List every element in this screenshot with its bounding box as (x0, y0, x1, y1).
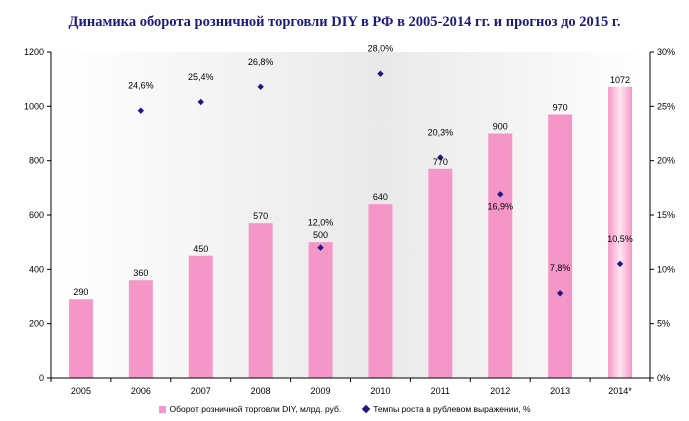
point-label-2013: 7,8% (550, 263, 571, 273)
bar-2010 (368, 204, 393, 378)
x-tick-label-2014*: 2014* (608, 386, 632, 396)
legend-label-growth: Темпы роста в рублевом выражении, % (373, 404, 531, 414)
point-label-2012: 16,9% (487, 201, 513, 211)
y-left-tick-label: 400 (29, 264, 44, 274)
bar-label-2010: 640 (373, 192, 388, 202)
y-left-tick-label: 800 (29, 156, 44, 166)
point-2010 (377, 70, 384, 77)
legend-item-turnover: Оборот розничной торговли DIY, млрд. руб… (158, 404, 342, 414)
point-label-2007: 25,4% (188, 72, 214, 82)
point-label-2008: 26,8% (248, 57, 274, 67)
bar-2013 (548, 114, 573, 378)
y-right-tick-label: 0% (657, 373, 670, 383)
bar-label-2005: 290 (73, 287, 88, 297)
y-right-tick-label: 25% (657, 101, 675, 111)
x-tick-label-2010: 2010 (370, 386, 390, 396)
point-2011 (437, 154, 444, 161)
legend-diamond-swatch (361, 404, 371, 414)
x-tick-label-2006: 2006 (131, 386, 151, 396)
bar-2012 (488, 133, 513, 378)
point-label-2010: 28,0% (368, 44, 394, 54)
bar-label-2011: 770 (433, 157, 448, 167)
point-2007 (197, 98, 204, 106)
bar-label-2007: 450 (193, 244, 208, 254)
x-tick-label-2007: 2007 (191, 386, 211, 396)
bar-label-2012: 900 (493, 122, 508, 132)
bar-label-2014*: 1072 (610, 75, 630, 85)
x-tick-label-2009: 2009 (311, 386, 331, 396)
y-left-tick-label: 1000 (24, 101, 44, 111)
y-left-tick-label: 200 (29, 319, 44, 329)
legend-item-growth: Темпы роста в рублевом выражении, % (361, 404, 531, 414)
chart-title: Динамика оборота розничной торговли DIY … (68, 14, 621, 30)
bar-2014* (608, 86, 633, 379)
x-tick-label-2011: 2011 (431, 386, 450, 396)
y-right-tick-label: 15% (657, 210, 675, 220)
x-tick-label-2012: 2012 (490, 386, 510, 396)
point-label-2009: 12,0% (308, 218, 334, 228)
y-right-tick-label: 30% (657, 47, 675, 57)
bar-2007 (188, 255, 213, 378)
x-tick-label-2008: 2008 (251, 386, 271, 396)
y-left-tick-label: 1200 (24, 47, 44, 57)
bar-2005 (68, 299, 93, 378)
point-label-2011: 20,3% (428, 127, 454, 137)
y-right-tick-label: 20% (657, 156, 675, 166)
x-tick-label-2013: 2013 (550, 386, 570, 396)
bar-2009 (308, 242, 333, 378)
y-right-tick-label: 5% (657, 319, 670, 329)
point-2006 (137, 107, 145, 114)
y-right-tick-label: 10% (657, 264, 675, 274)
point-label-2006: 24,6% (128, 81, 154, 91)
legend-label-turnover: Оборот розничной торговли DIY, млрд. руб… (169, 404, 342, 414)
bar-label-2006: 360 (133, 268, 148, 278)
bar-label-2009: 500 (313, 230, 328, 240)
bar-label-2013: 970 (553, 102, 568, 112)
x-tick-label-2005: 2005 (71, 386, 91, 396)
y-left-tick-label: 0 (39, 373, 44, 383)
legend: Оборот розничной торговли DIY, млрд. руб… (0, 404, 689, 414)
legend-bar-swatch (158, 405, 166, 413)
point-2008 (257, 83, 264, 90)
y-left-tick-label: 600 (29, 210, 44, 220)
bar-2006 (128, 280, 153, 378)
bar-2011 (428, 168, 453, 378)
point-2014* (616, 260, 624, 268)
point-2012 (497, 191, 504, 198)
bar-label-2008: 570 (253, 211, 268, 221)
point-label-2014*: 10,5% (607, 234, 633, 244)
bar-2008 (248, 223, 273, 378)
point-2013 (556, 290, 564, 297)
point-2009 (317, 244, 324, 251)
